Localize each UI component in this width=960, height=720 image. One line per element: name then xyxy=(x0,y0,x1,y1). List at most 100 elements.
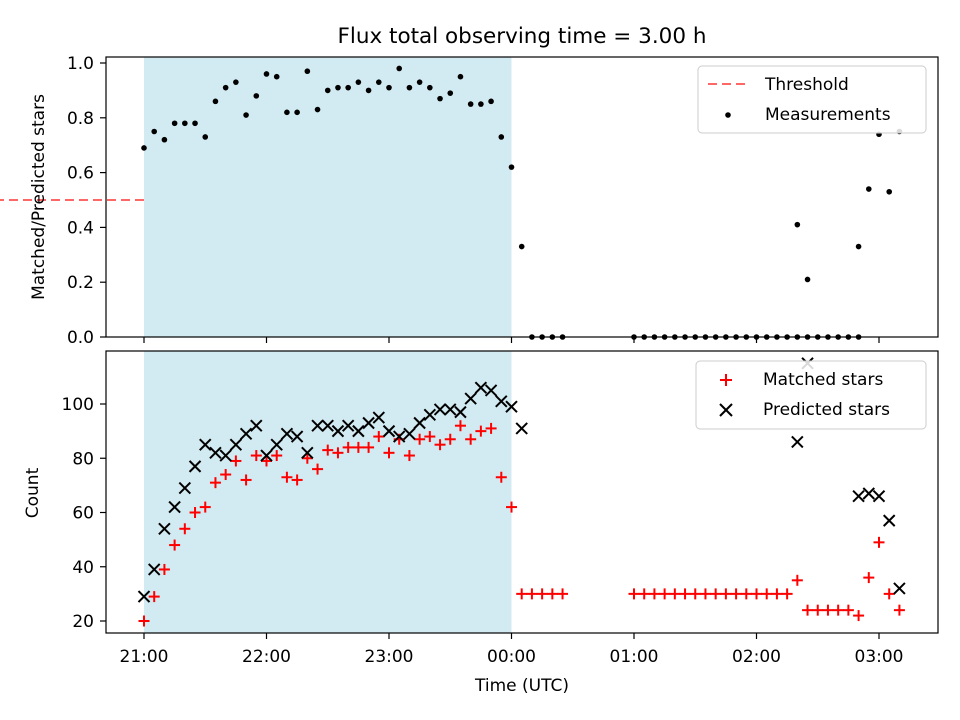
matched-star-point xyxy=(271,450,283,462)
measurement-point xyxy=(192,120,198,127)
matched-star-point xyxy=(342,441,354,453)
matched-star-point xyxy=(740,588,752,600)
predicted-star-point xyxy=(341,419,355,432)
matched-star-point xyxy=(138,615,150,627)
measurement-point xyxy=(488,98,494,105)
predicted-legend-swatch xyxy=(719,403,733,417)
predicted-star-point xyxy=(382,424,396,438)
y-tick-label: 0.2 xyxy=(67,273,94,293)
measurement-point xyxy=(284,109,290,116)
y-tick-label: 40 xyxy=(72,558,94,578)
matched-star-point xyxy=(781,588,793,600)
matched-star-point xyxy=(363,441,375,453)
matched-star-point xyxy=(638,588,650,600)
measurement-point xyxy=(335,84,341,91)
predicted-star-point xyxy=(168,500,181,514)
predicted-star-point xyxy=(311,419,324,432)
measurement-point xyxy=(182,120,188,127)
matched-star-point xyxy=(863,572,875,584)
x-tick-label: 23:00 xyxy=(365,647,414,667)
matched-star-point xyxy=(822,604,834,616)
measurement-point xyxy=(467,101,474,107)
x-tick-label: 03:00 xyxy=(855,647,904,667)
measurement-point xyxy=(375,79,382,85)
predicted-star-point xyxy=(464,392,477,405)
top-axes-frame xyxy=(105,56,939,338)
top-panel: 0.0 0.2 0.4 0.6 0.8 1.0 Matched/Predicted sta… xyxy=(0,54,939,348)
measurement-point xyxy=(794,221,801,228)
matched-star-point xyxy=(209,477,221,489)
y-tick-label: 1.0 xyxy=(67,54,94,74)
measurement-point xyxy=(233,79,239,85)
predicted-star-point xyxy=(229,438,243,451)
matched-star-point xyxy=(883,588,895,600)
matched-star-point xyxy=(557,588,569,600)
matched-star-point xyxy=(414,433,426,445)
predicted-star-point xyxy=(474,381,488,394)
matched-star-point xyxy=(291,474,303,486)
measurement-point xyxy=(212,98,219,105)
predicted-star-point xyxy=(270,438,283,451)
matched-star-point xyxy=(791,574,803,586)
bottom-y-axis-label: Count xyxy=(23,467,43,518)
bottom-panel: 20 40 60 80 100 21:00 22:00 23:00 00:00 01:00 02:… xyxy=(23,350,939,696)
predicted-star-point xyxy=(791,435,804,449)
matched-star-point xyxy=(720,588,732,600)
measurement-point xyxy=(396,65,403,72)
matched-star-point xyxy=(312,463,324,475)
matched-legend-swatch xyxy=(720,374,732,386)
y-tick-label: 100 xyxy=(62,395,94,415)
matched-star-point xyxy=(424,431,436,443)
matched-star-point xyxy=(322,444,334,456)
top-x-ticks xyxy=(143,337,880,343)
matched-star-point xyxy=(220,469,232,481)
measurement-point xyxy=(447,90,454,96)
measurement-point xyxy=(263,71,270,77)
measurement-point xyxy=(151,128,158,135)
matched-star-point xyxy=(730,588,742,600)
matched-star-point xyxy=(546,588,558,600)
predicted-star-point xyxy=(423,408,437,422)
measurement-point xyxy=(855,243,862,250)
matched-star-point xyxy=(454,420,466,432)
matched-star-point xyxy=(230,455,242,467)
predicted-star-point xyxy=(362,416,375,430)
predicted-star-point xyxy=(250,419,263,432)
matched-star-point xyxy=(403,450,415,462)
matched-star-point xyxy=(710,588,722,600)
predicted-star-point xyxy=(444,403,457,416)
x-tick-label: 02:00 xyxy=(732,647,781,667)
predicted-star-point xyxy=(484,384,498,397)
predicted-star-point xyxy=(413,416,426,430)
predicted-star-point xyxy=(158,522,171,535)
measurement-point xyxy=(314,106,321,113)
matched-star-point xyxy=(832,604,844,616)
measurement-point xyxy=(202,134,209,140)
measurement-point xyxy=(437,95,443,102)
measurement-point xyxy=(345,84,351,91)
matched-star-point xyxy=(179,523,191,535)
matched-star-point xyxy=(536,588,548,600)
matched-star-point xyxy=(689,588,701,600)
y-tick-label: 0.4 xyxy=(67,218,94,238)
matched-star-point xyxy=(669,588,681,600)
predicted-star-point xyxy=(893,582,906,595)
matched-star-point xyxy=(659,588,671,600)
measurement-point xyxy=(222,84,229,91)
predicted-star-point xyxy=(505,400,518,413)
x-axis-label: Time (UTC) xyxy=(474,676,569,696)
predicted-star-point xyxy=(872,490,886,503)
matched-star-point xyxy=(495,471,507,483)
measurements-legend-label: Measurements xyxy=(765,105,891,125)
matched-star-point xyxy=(526,588,538,600)
predicted-star-point xyxy=(239,427,253,441)
predicted-star-point xyxy=(301,446,314,460)
predicted-legend-label: Predicted stars xyxy=(763,400,890,420)
top-legend-box xyxy=(697,65,927,134)
measurement-point xyxy=(365,87,372,94)
matched-star-point xyxy=(648,588,660,600)
predicted-star-point xyxy=(209,446,222,460)
measurement-point xyxy=(865,186,872,192)
measurement-point xyxy=(886,188,893,195)
bottom-axes-frame xyxy=(105,350,939,634)
